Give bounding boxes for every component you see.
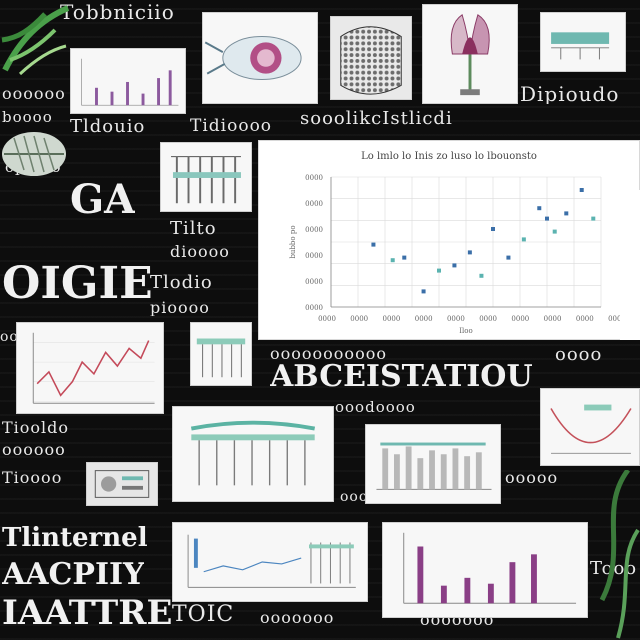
bottom-line-chart-card (172, 522, 368, 602)
scatter-point (452, 263, 456, 267)
y-tick-label: 0000 (305, 226, 323, 234)
glyph-text-row: ooooooo (260, 610, 334, 626)
flower-illustration-card (422, 4, 518, 104)
scatter-point (580, 188, 584, 192)
large-lettering: IAATTRE (2, 596, 172, 630)
scatter-point (506, 256, 510, 260)
x-tick-label: 0000 (447, 315, 465, 323)
plant-leaves-image (0, 0, 70, 75)
scatter-point (468, 250, 472, 254)
scatter-point (564, 211, 568, 215)
y-tick-label: 0000 (305, 304, 323, 312)
teal-structure-card (172, 406, 334, 502)
right-edge-panel (620, 190, 640, 340)
top-right-diagram-card (540, 12, 626, 72)
scatter-point (591, 217, 595, 221)
scatter-point (402, 256, 406, 260)
glyph-text-row: sooolikcIstlicdi (300, 110, 453, 128)
y-axis-label: bubbo po (289, 225, 297, 258)
glyph-text-row: Tilto (170, 220, 217, 238)
large-lettering: ABCEISTATIOU (270, 362, 533, 392)
mesh-structure-card (330, 16, 412, 100)
glyph-text-row: oooooo (2, 442, 66, 458)
x-tick-label: 0000 (415, 315, 433, 323)
scatter-point (522, 237, 526, 241)
glyph-text-row: dioooo (170, 244, 230, 260)
glyph-text-row: ooodoooo (335, 400, 416, 415)
machine-illustration-card (86, 462, 158, 506)
scatter-point (553, 230, 557, 234)
leaf-decoration-image (588, 470, 640, 640)
columns-diagram-card (160, 142, 252, 212)
glyph-text-row: Tidioooo (190, 118, 272, 135)
scatter-plot: 0000 0000 0000 0000 0000 0000 0000 0000 0000 0000… (259, 141, 640, 341)
scatter-point (437, 269, 441, 273)
large-lettering: GA (70, 180, 135, 220)
y-tick-label: 0000 (305, 278, 323, 286)
grey-bars-card (365, 424, 501, 504)
x-tick-label: 0000 (350, 315, 368, 323)
x-tick-label: 0000 (544, 315, 562, 323)
green-bars-card (190, 322, 252, 386)
x-tick-label: 0000 (511, 315, 529, 323)
glyph-text-row: Tobbniciio (60, 2, 175, 22)
large-lettering: OIGIE (2, 262, 153, 306)
x-tick-label: 0000 (576, 315, 594, 323)
y-tick-label: 0000 (305, 200, 323, 208)
y-tick-label: 0000 (305, 252, 323, 260)
glyph-text-row: Tlodio (150, 274, 213, 292)
x-tick-label: 0000 (318, 315, 336, 323)
glyph-text-row: oooooo (2, 86, 66, 102)
scatter-point (371, 243, 375, 247)
scatter-point (479, 274, 483, 278)
glyph-text-row: TOIC (172, 604, 234, 626)
purple-bar-chart-card (382, 522, 588, 618)
scatter-point (422, 289, 426, 293)
small-bar-chart-card (70, 48, 186, 114)
scatter-point (537, 206, 541, 210)
x-axis-label: Iloo (459, 327, 472, 335)
y-tick-label: 0000 (305, 174, 323, 182)
glyph-text-row: Tiooldo (2, 420, 69, 436)
glyph-text-row: Dipioudo (520, 84, 619, 104)
fern-image (0, 118, 70, 188)
scatter-point (491, 227, 495, 231)
glyph-text-row: Tioooo (2, 470, 62, 486)
x-tick-label: 0000 (479, 315, 497, 323)
glyph-text-row: Tldouio (70, 118, 145, 136)
glyph-text-row: oooo (555, 346, 602, 364)
main-scatter-chart-card: Lo lmlo lo Inis zo luso lo lbouonsto 000… (258, 140, 640, 340)
curve-chart-card (540, 388, 640, 466)
glyph-text-row: ooooo (505, 470, 558, 486)
large-lettering: Tlinternel (2, 525, 148, 551)
line-chart-card (16, 322, 164, 414)
scatter-point (545, 217, 549, 221)
glyph-text-row: pioooo (150, 300, 210, 316)
scatter-point (391, 258, 395, 262)
glyph-text-row: ooooooooooo (270, 346, 387, 362)
large-lettering: AACPIIY (2, 560, 144, 590)
spiral-illustration-card (202, 12, 318, 104)
x-tick-label: 0000 (383, 315, 401, 323)
